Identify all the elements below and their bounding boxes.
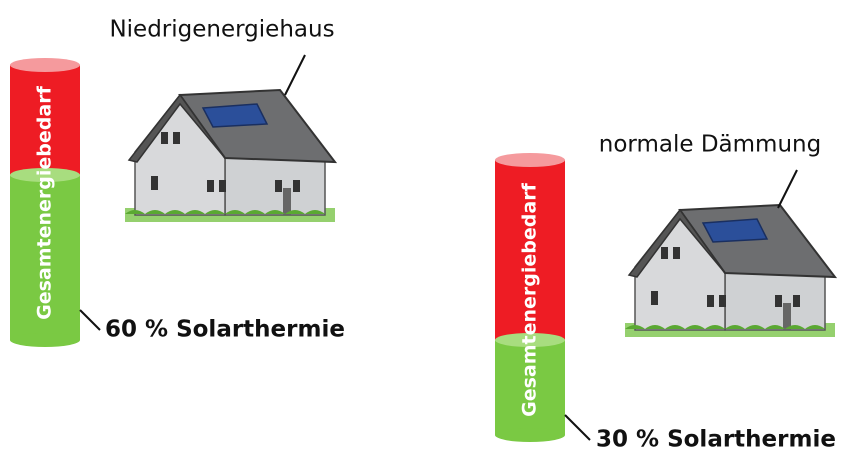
solar-label: 60 % Solarthermie bbox=[105, 317, 345, 343]
pointer-line bbox=[565, 415, 590, 440]
pointer-line bbox=[80, 310, 100, 330]
house-icon bbox=[125, 90, 335, 222]
house-icon bbox=[625, 205, 835, 337]
pointer-line bbox=[778, 170, 797, 208]
house-label: Niedrigenergiehaus bbox=[109, 17, 334, 43]
cylinder-label: Gesamtenergiebedarf bbox=[519, 182, 541, 416]
cylinder-label: Gesamtenergiebedarf bbox=[34, 85, 56, 319]
pointer-line bbox=[285, 55, 305, 95]
solar-label: 30 % Solarthermie bbox=[596, 427, 836, 451]
house-label: normale Dämmung bbox=[599, 132, 821, 158]
diagram: Gesamtenergiebedarf Niedrigenergiehaus 6… bbox=[0, 0, 847, 451]
